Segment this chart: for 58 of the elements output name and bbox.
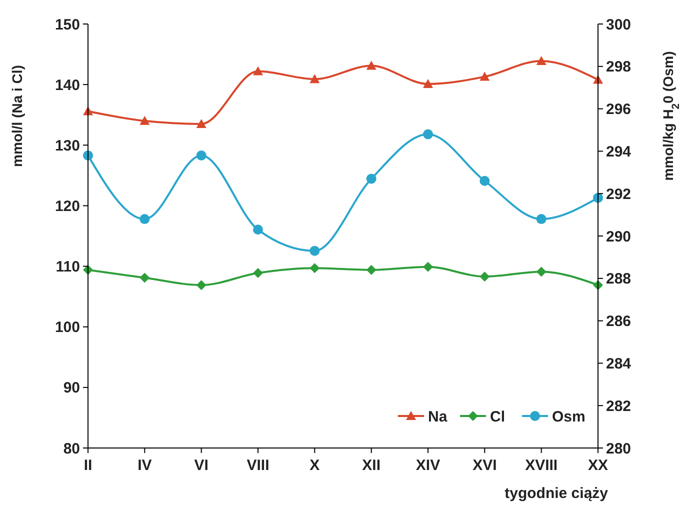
y2-tick-label: 282 [606, 398, 632, 415]
y-tick-label: 120 [54, 198, 80, 215]
point [366, 174, 376, 184]
point [480, 176, 490, 186]
y-tick-label: 140 [54, 76, 80, 94]
point [366, 264, 376, 275]
point [140, 214, 150, 224]
y2-tick-label: 294 [606, 143, 632, 160]
x-tick-label: X [310, 457, 320, 474]
point [310, 246, 320, 256]
legend-label: Cl [490, 408, 505, 426]
x-tick-label: II [84, 457, 92, 474]
x-tick-label: XVIII [525, 457, 558, 474]
point [423, 78, 433, 88]
point [536, 214, 546, 224]
point [253, 224, 263, 235]
y-axis-title: mmol/l (Na i Cl) [9, 65, 25, 167]
point [423, 262, 433, 272]
y2-tick-label: 298 [606, 58, 632, 76]
y2-tick-label: 280 [606, 440, 632, 458]
point [480, 272, 490, 282]
y2-tick-label: 286 [606, 313, 632, 330]
y-tick-label: 130 [54, 137, 80, 154]
y2-tick-label: 284 [606, 355, 632, 372]
x-tick-label: IV [138, 457, 152, 474]
point [140, 116, 150, 125]
x-tick-label: VIII [246, 457, 270, 474]
legend-label: Osm [552, 408, 586, 426]
x-tick-label: XVI [472, 457, 497, 474]
y-tick-label: 100 [54, 319, 80, 336]
legend-label: Na [428, 408, 448, 426]
x-tick-label: XX [588, 457, 608, 474]
point [196, 118, 206, 128]
y2-tick-label: 290 [606, 228, 632, 246]
point [196, 150, 206, 160]
y-tick-label: 90 [63, 380, 80, 397]
y-tick-label: 150 [54, 16, 80, 34]
y2-tick-label: 292 [606, 186, 632, 203]
y-tick-label: 110 [56, 258, 80, 276]
y2-tick-label: 296 [606, 101, 632, 118]
x-axis-title: tygodnie ciąży [504, 485, 609, 502]
y2-tick-label: 288 [606, 270, 632, 288]
point [366, 60, 376, 70]
x-tick-label: XII [362, 457, 381, 474]
point [253, 66, 263, 76]
point [140, 272, 150, 283]
x-tick-label: XIV [416, 457, 440, 474]
point [310, 263, 320, 274]
point [480, 72, 490, 81]
point [196, 280, 206, 290]
x-tick-label: VI [194, 457, 208, 474]
point [253, 268, 263, 278]
point [423, 129, 433, 140]
point [310, 74, 320, 84]
point [536, 56, 546, 65]
y2-tick-label: 300 [606, 16, 632, 34]
point [536, 266, 546, 277]
y-tick-label: 80 [63, 440, 80, 458]
